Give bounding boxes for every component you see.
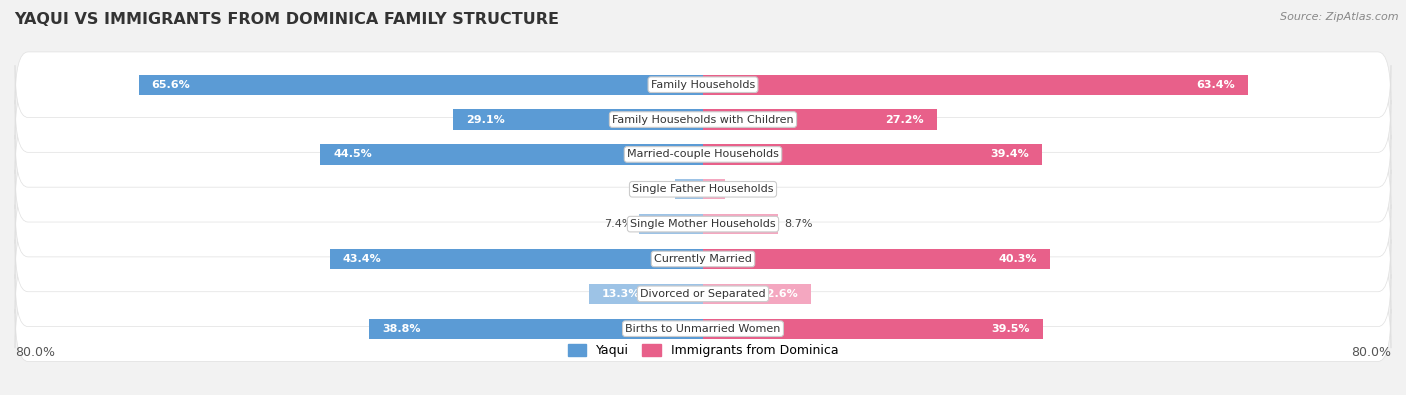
Bar bbox=[453, 109, 703, 130]
Bar bbox=[370, 319, 703, 339]
Text: 40.3%: 40.3% bbox=[998, 254, 1036, 264]
Bar bbox=[703, 284, 811, 304]
Text: Married-couple Households: Married-couple Households bbox=[627, 149, 779, 160]
Text: Family Households: Family Households bbox=[651, 80, 755, 90]
FancyBboxPatch shape bbox=[15, 156, 1391, 222]
Text: 44.5%: 44.5% bbox=[333, 149, 373, 160]
Text: Divorced or Separated: Divorced or Separated bbox=[640, 289, 766, 299]
Legend: Yaqui, Immigrants from Dominica: Yaqui, Immigrants from Dominica bbox=[562, 339, 844, 362]
Bar bbox=[640, 214, 703, 234]
Text: 27.2%: 27.2% bbox=[886, 115, 924, 124]
Bar bbox=[703, 179, 724, 199]
Text: 80.0%: 80.0% bbox=[15, 346, 55, 359]
Bar bbox=[675, 179, 703, 199]
Text: 3.2%: 3.2% bbox=[640, 184, 669, 194]
Bar bbox=[703, 109, 936, 130]
FancyBboxPatch shape bbox=[15, 226, 1391, 292]
Text: 12.6%: 12.6% bbox=[759, 289, 799, 299]
Bar bbox=[703, 75, 1249, 95]
Text: Births to Unmarried Women: Births to Unmarried Women bbox=[626, 324, 780, 334]
Bar bbox=[321, 144, 703, 165]
Text: 39.5%: 39.5% bbox=[991, 324, 1029, 334]
Text: 29.1%: 29.1% bbox=[465, 115, 505, 124]
Text: Currently Married: Currently Married bbox=[654, 254, 752, 264]
FancyBboxPatch shape bbox=[15, 191, 1391, 257]
FancyBboxPatch shape bbox=[15, 261, 1391, 327]
FancyBboxPatch shape bbox=[15, 296, 1391, 361]
Text: 43.4%: 43.4% bbox=[343, 254, 381, 264]
FancyBboxPatch shape bbox=[15, 122, 1391, 187]
Text: 63.4%: 63.4% bbox=[1197, 80, 1236, 90]
Bar bbox=[703, 144, 1042, 165]
Text: 8.7%: 8.7% bbox=[785, 219, 813, 229]
Text: 13.3%: 13.3% bbox=[602, 289, 640, 299]
Text: Source: ZipAtlas.com: Source: ZipAtlas.com bbox=[1281, 12, 1399, 22]
FancyBboxPatch shape bbox=[15, 52, 1391, 117]
Text: YAQUI VS IMMIGRANTS FROM DOMINICA FAMILY STRUCTURE: YAQUI VS IMMIGRANTS FROM DOMINICA FAMILY… bbox=[14, 12, 560, 27]
Text: 38.8%: 38.8% bbox=[382, 324, 420, 334]
Bar bbox=[703, 319, 1043, 339]
Bar bbox=[703, 214, 778, 234]
Text: Single Mother Households: Single Mother Households bbox=[630, 219, 776, 229]
Text: 80.0%: 80.0% bbox=[1351, 346, 1391, 359]
Bar bbox=[703, 249, 1050, 269]
Bar bbox=[589, 284, 703, 304]
FancyBboxPatch shape bbox=[15, 87, 1391, 152]
Text: Family Households with Children: Family Households with Children bbox=[612, 115, 794, 124]
Text: 39.4%: 39.4% bbox=[990, 149, 1029, 160]
Text: Single Father Households: Single Father Households bbox=[633, 184, 773, 194]
Text: 2.5%: 2.5% bbox=[731, 184, 759, 194]
Bar bbox=[139, 75, 703, 95]
Bar bbox=[330, 249, 703, 269]
Text: 7.4%: 7.4% bbox=[605, 219, 633, 229]
Text: 65.6%: 65.6% bbox=[152, 80, 190, 90]
